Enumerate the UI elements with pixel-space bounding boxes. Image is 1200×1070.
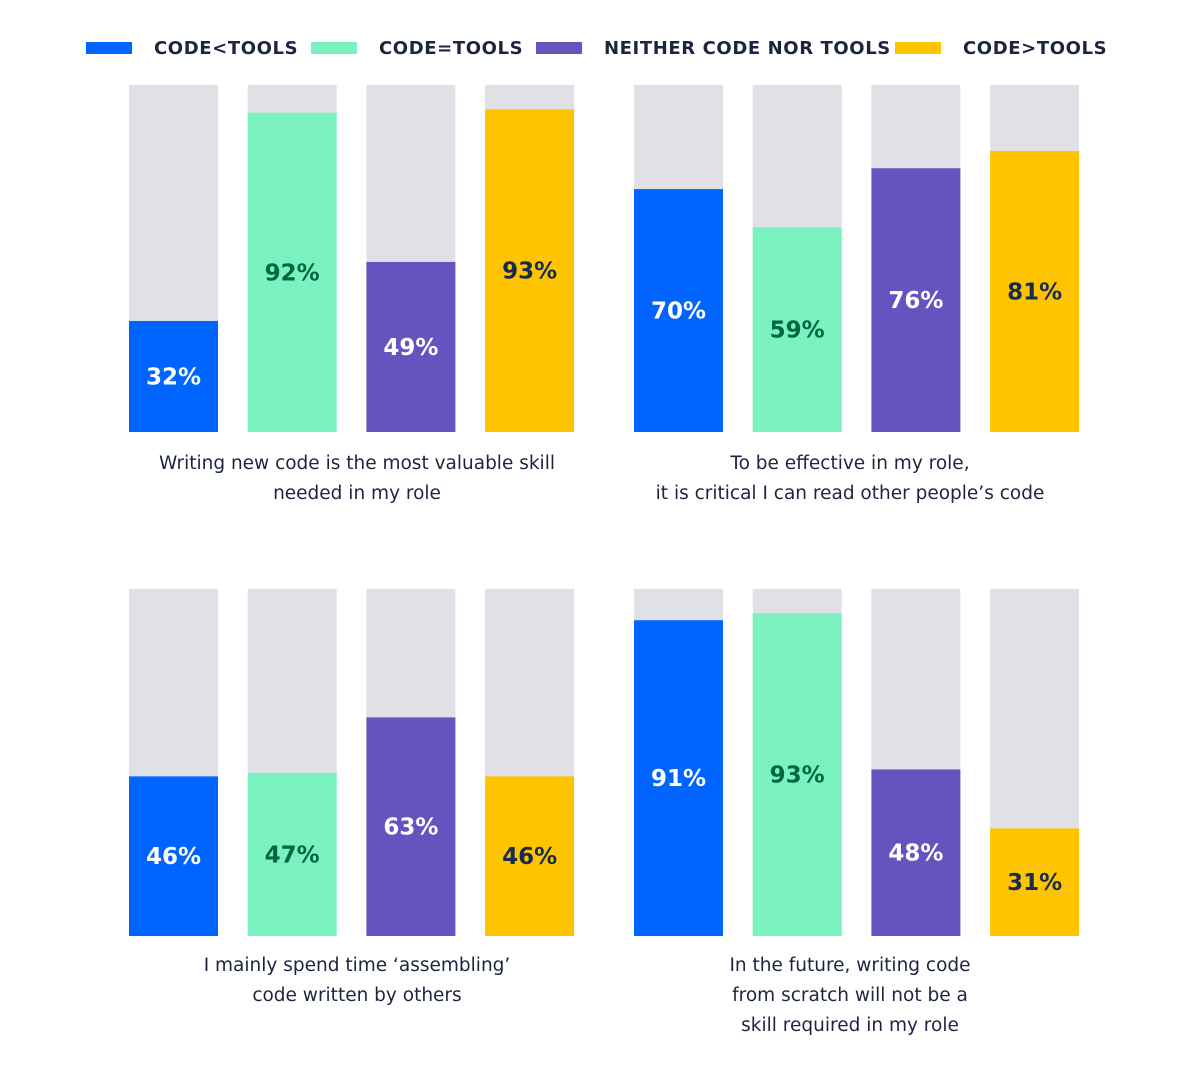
legend-label-code-equal-tools: CODE=TOOLS (379, 37, 524, 59)
bar-value-label: 47% (265, 842, 320, 868)
caption-line: skill required in my role (741, 1015, 959, 1036)
bar-code-greater-tools (485, 109, 575, 432)
bar-value-label: 46% (146, 844, 201, 870)
legend-label-neither: NEITHER CODE NOR TOOLS (604, 37, 891, 59)
caption-line: I mainly spend time ‘assembling’ (203, 955, 511, 976)
bar-value-label: 92% (265, 260, 320, 286)
bar-value-label: 46% (502, 844, 557, 870)
bar-code-greater-tools (990, 828, 1080, 936)
bar-value-label: 59% (770, 318, 825, 344)
bar-code-less-tools (129, 320, 218, 432)
chart-panel-1: 32% 92% 49% 93% (129, 85, 575, 432)
legend-swatch-neither (536, 42, 582, 54)
bar-value-label: 93% (770, 763, 825, 789)
bar-value-label: 76% (888, 288, 943, 314)
legend-swatch-code-equal-tools (311, 42, 357, 54)
chart-panel-4: 91% 93% 48% 31% (634, 589, 1080, 936)
bar-value-label: 91% (651, 766, 706, 792)
caption-future-code: In the future, writing code from scratch… (590, 951, 1110, 1041)
bar-neither (871, 769, 961, 936)
legend-label-code-greater-tools: CODE>TOOLS (963, 37, 1108, 59)
legend-item-code-less-tools: CODE<TOOLS (86, 34, 298, 62)
legend: CODE<TOOLS CODE=TOOLS NEITHER CODE NOR T… (0, 34, 1200, 62)
chart-panel-3: 46% 47% 63% 46% (129, 589, 575, 936)
caption-line: Writing new code is the most valuable sk… (159, 453, 555, 474)
bar-code-equal-tools (247, 112, 337, 432)
bar-value-label: 81% (1007, 279, 1062, 305)
bar-neither (366, 261, 456, 432)
bar-code-equal-tools (247, 772, 337, 936)
bar-value-label: 31% (1007, 870, 1062, 896)
bar-value-label: 63% (383, 815, 438, 841)
bar-code-greater-tools (990, 150, 1080, 432)
bar-code-less-tools (634, 620, 723, 936)
caption-line: In the future, writing code (729, 955, 971, 976)
caption-writing-new-code: Writing new code is the most valuable sk… (97, 449, 617, 509)
bar-code-equal-tools (752, 227, 842, 432)
bar-code-greater-tools (485, 776, 575, 936)
bar-value-label: 93% (502, 259, 557, 285)
caption-line: from scratch will not be a (732, 985, 968, 1006)
bar-code-less-tools (129, 776, 218, 936)
bar-neither (366, 717, 456, 936)
legend-swatch-code-greater-tools (895, 42, 941, 54)
caption-read-others-code: To be effective in my role, it is critic… (590, 449, 1110, 509)
legend-item-neither: NEITHER CODE NOR TOOLS (536, 34, 891, 62)
bar-code-equal-tools (752, 613, 842, 936)
legend-swatch-code-less-tools (86, 42, 132, 54)
caption-assembling-code: I mainly spend time ‘assembling’ code wr… (97, 951, 617, 1011)
bar-value-label: 48% (888, 841, 943, 867)
bar-code-less-tools (634, 189, 723, 432)
bar-neither (871, 168, 961, 432)
chart-panel-2: 70% 59% 76% 81% (634, 85, 1080, 432)
bar-value-label: 49% (383, 335, 438, 361)
bar-value-label: 32% (146, 364, 201, 390)
caption-line: To be effective in my role, (730, 453, 970, 474)
legend-item-code-greater-tools: CODE>TOOLS (895, 34, 1107, 62)
caption-line: code written by others (252, 985, 462, 1006)
legend-item-code-equal-tools: CODE=TOOLS (311, 34, 523, 62)
bar-value-label: 70% (651, 299, 706, 325)
caption-line: needed in my role (273, 483, 441, 504)
caption-line: it is critical I can read other people’s… (655, 483, 1045, 504)
legend-label-code-less-tools: CODE<TOOLS (154, 37, 299, 59)
